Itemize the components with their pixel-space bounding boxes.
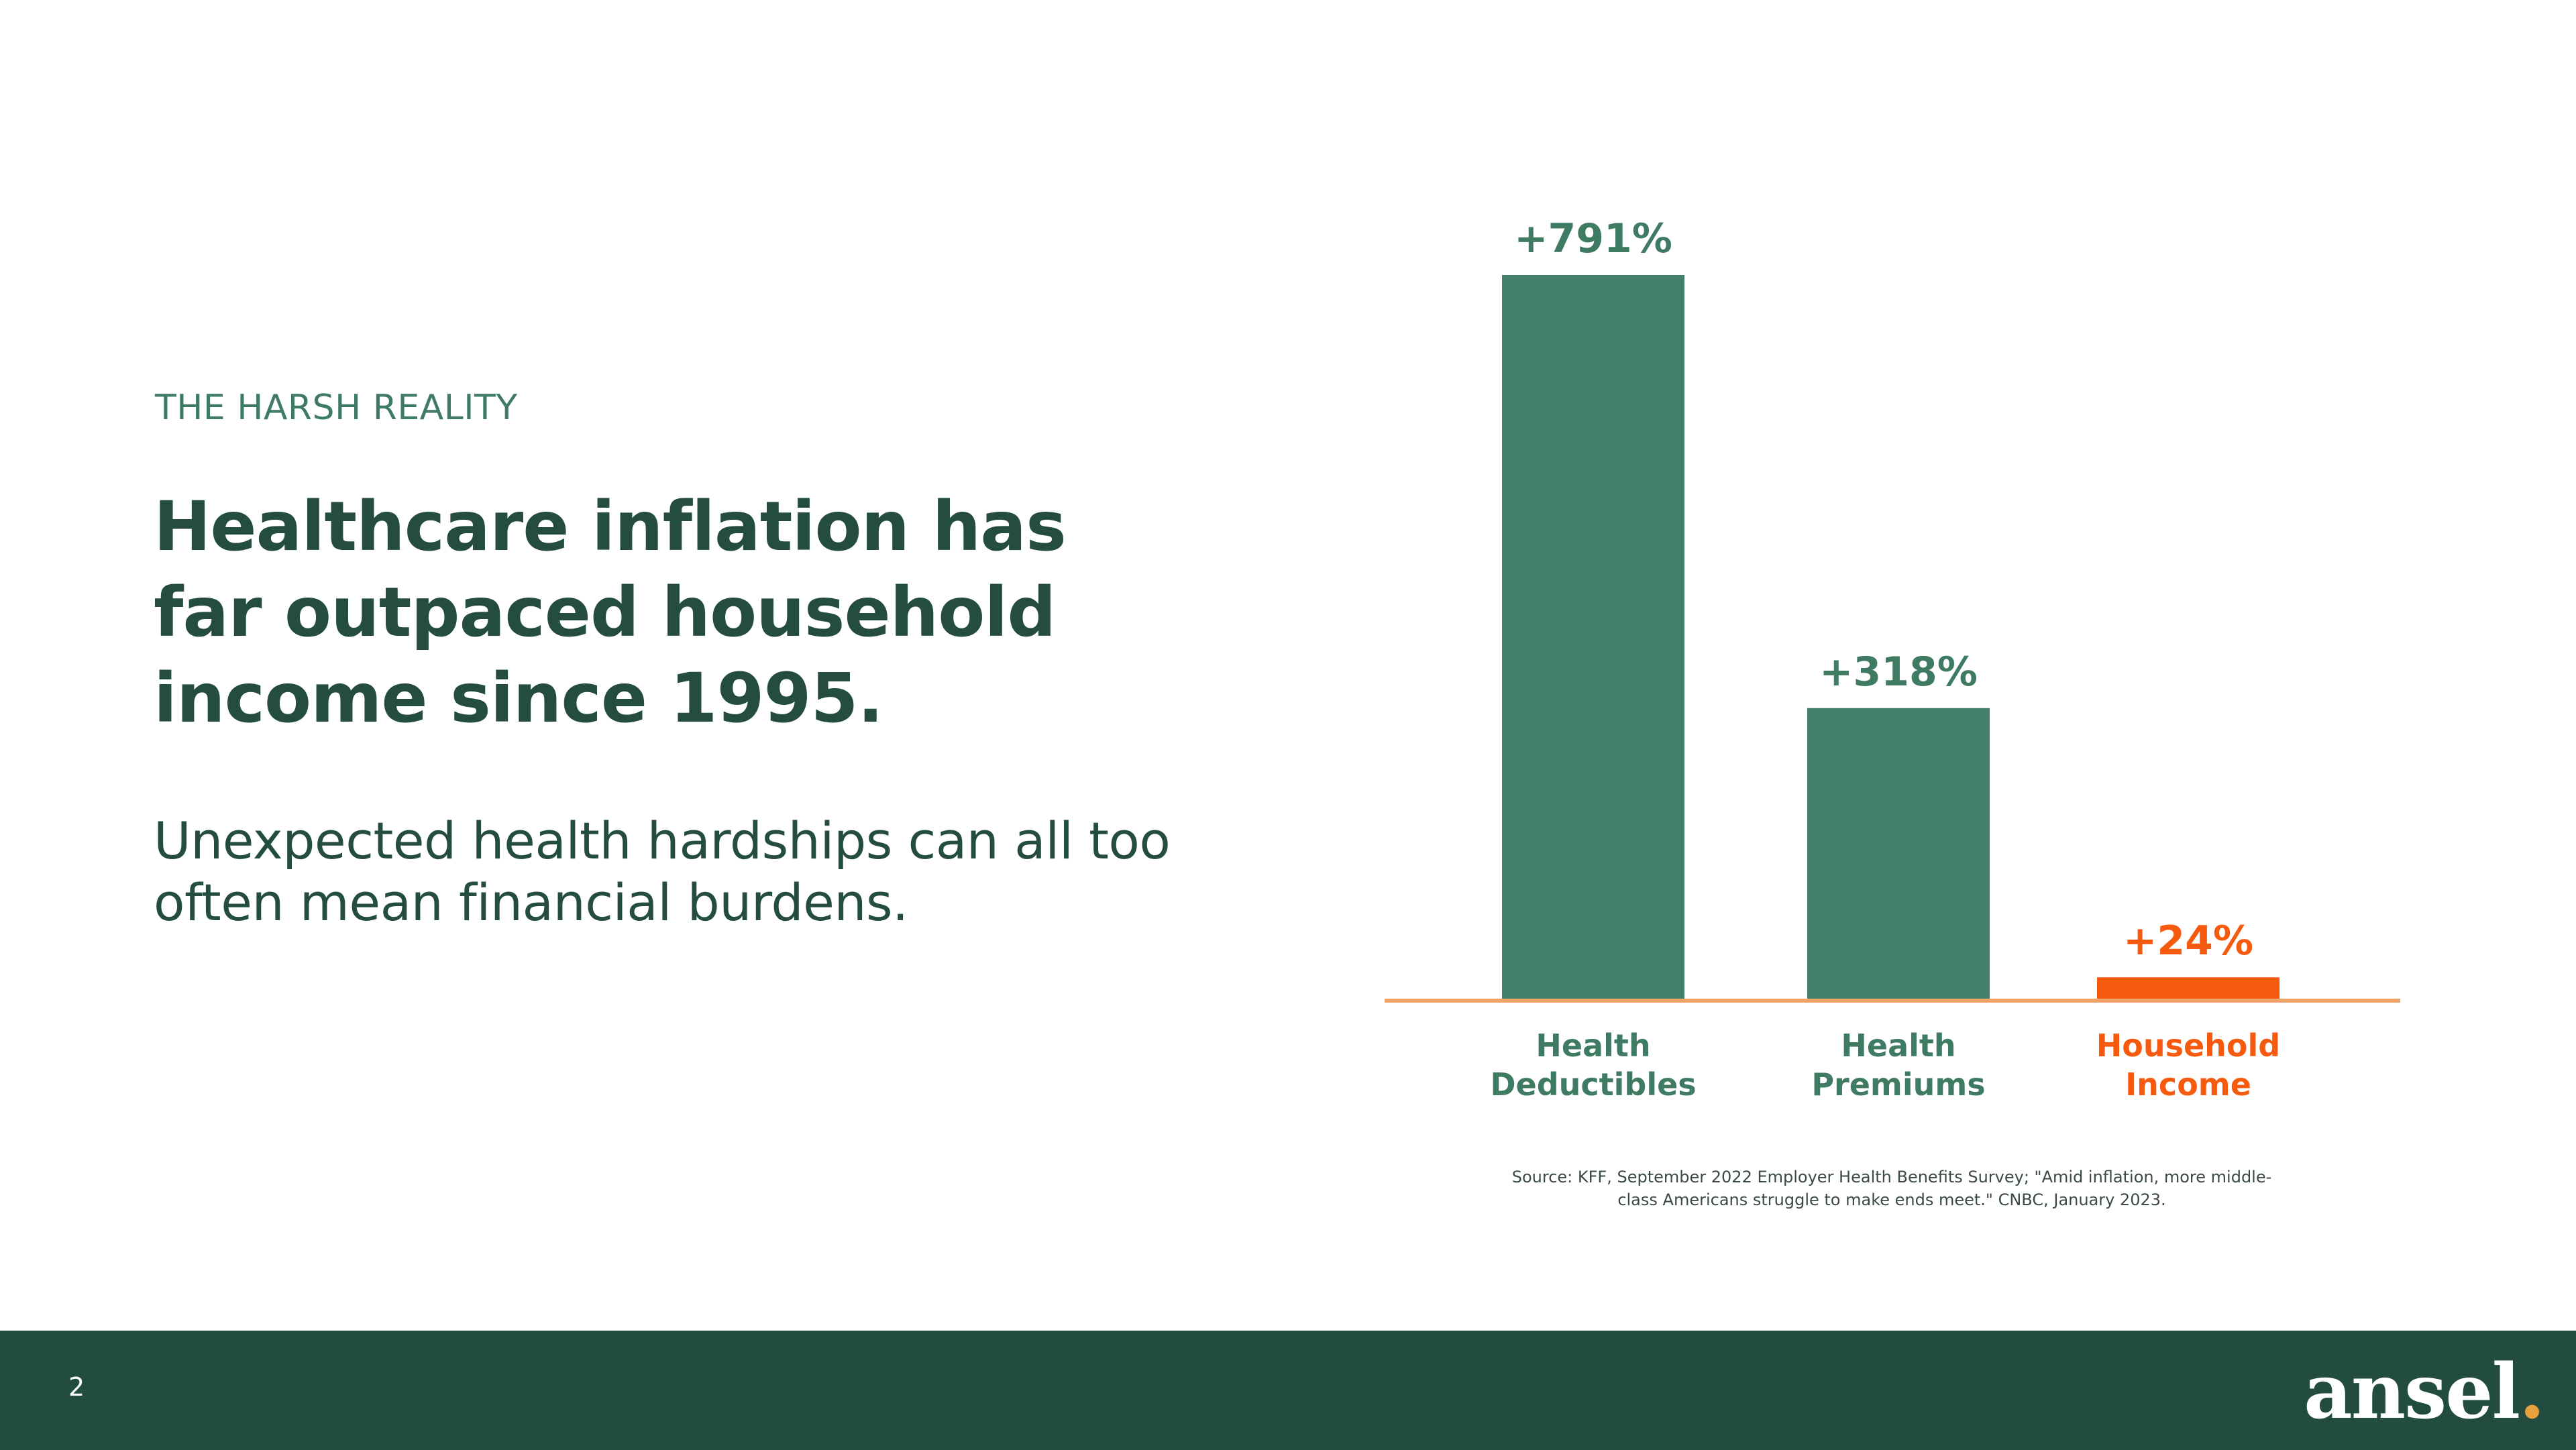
category-label-household-income: Household Income	[2096, 1027, 2280, 1103]
bar-household-income	[2097, 977, 2279, 999]
eyebrow-label: THE HARSH REALITY	[155, 388, 518, 428]
value-label-health-deductibles: +791%	[1514, 215, 1672, 262]
bar-health-deductibles	[1502, 275, 1684, 999]
footer-bar: 2 ansel.	[0, 1331, 2576, 1450]
headline: Healthcare inflation has far outpaced ho…	[154, 487, 1067, 738]
value-label-household-income: +24%	[2123, 917, 2253, 964]
subtext: Unexpected health hardships can all too …	[154, 811, 1171, 932]
bar-health-premiums	[1807, 708, 1990, 999]
source-note: Source: KFF, September 2022 Employer Hea…	[1511, 1168, 2272, 1209]
ansel-logo: ansel.	[2304, 1348, 2545, 1436]
logo-wordmark: ansel	[2304, 1348, 2520, 1436]
logo-dot: .	[2519, 1348, 2545, 1436]
category-label-health-deductibles: Health Deductibles	[1490, 1027, 1696, 1103]
category-label-health-premiums: Health Premiums	[1811, 1027, 1985, 1103]
value-label-health-premiums: +318%	[1819, 649, 1978, 695]
page-number: 2	[68, 1372, 85, 1402]
